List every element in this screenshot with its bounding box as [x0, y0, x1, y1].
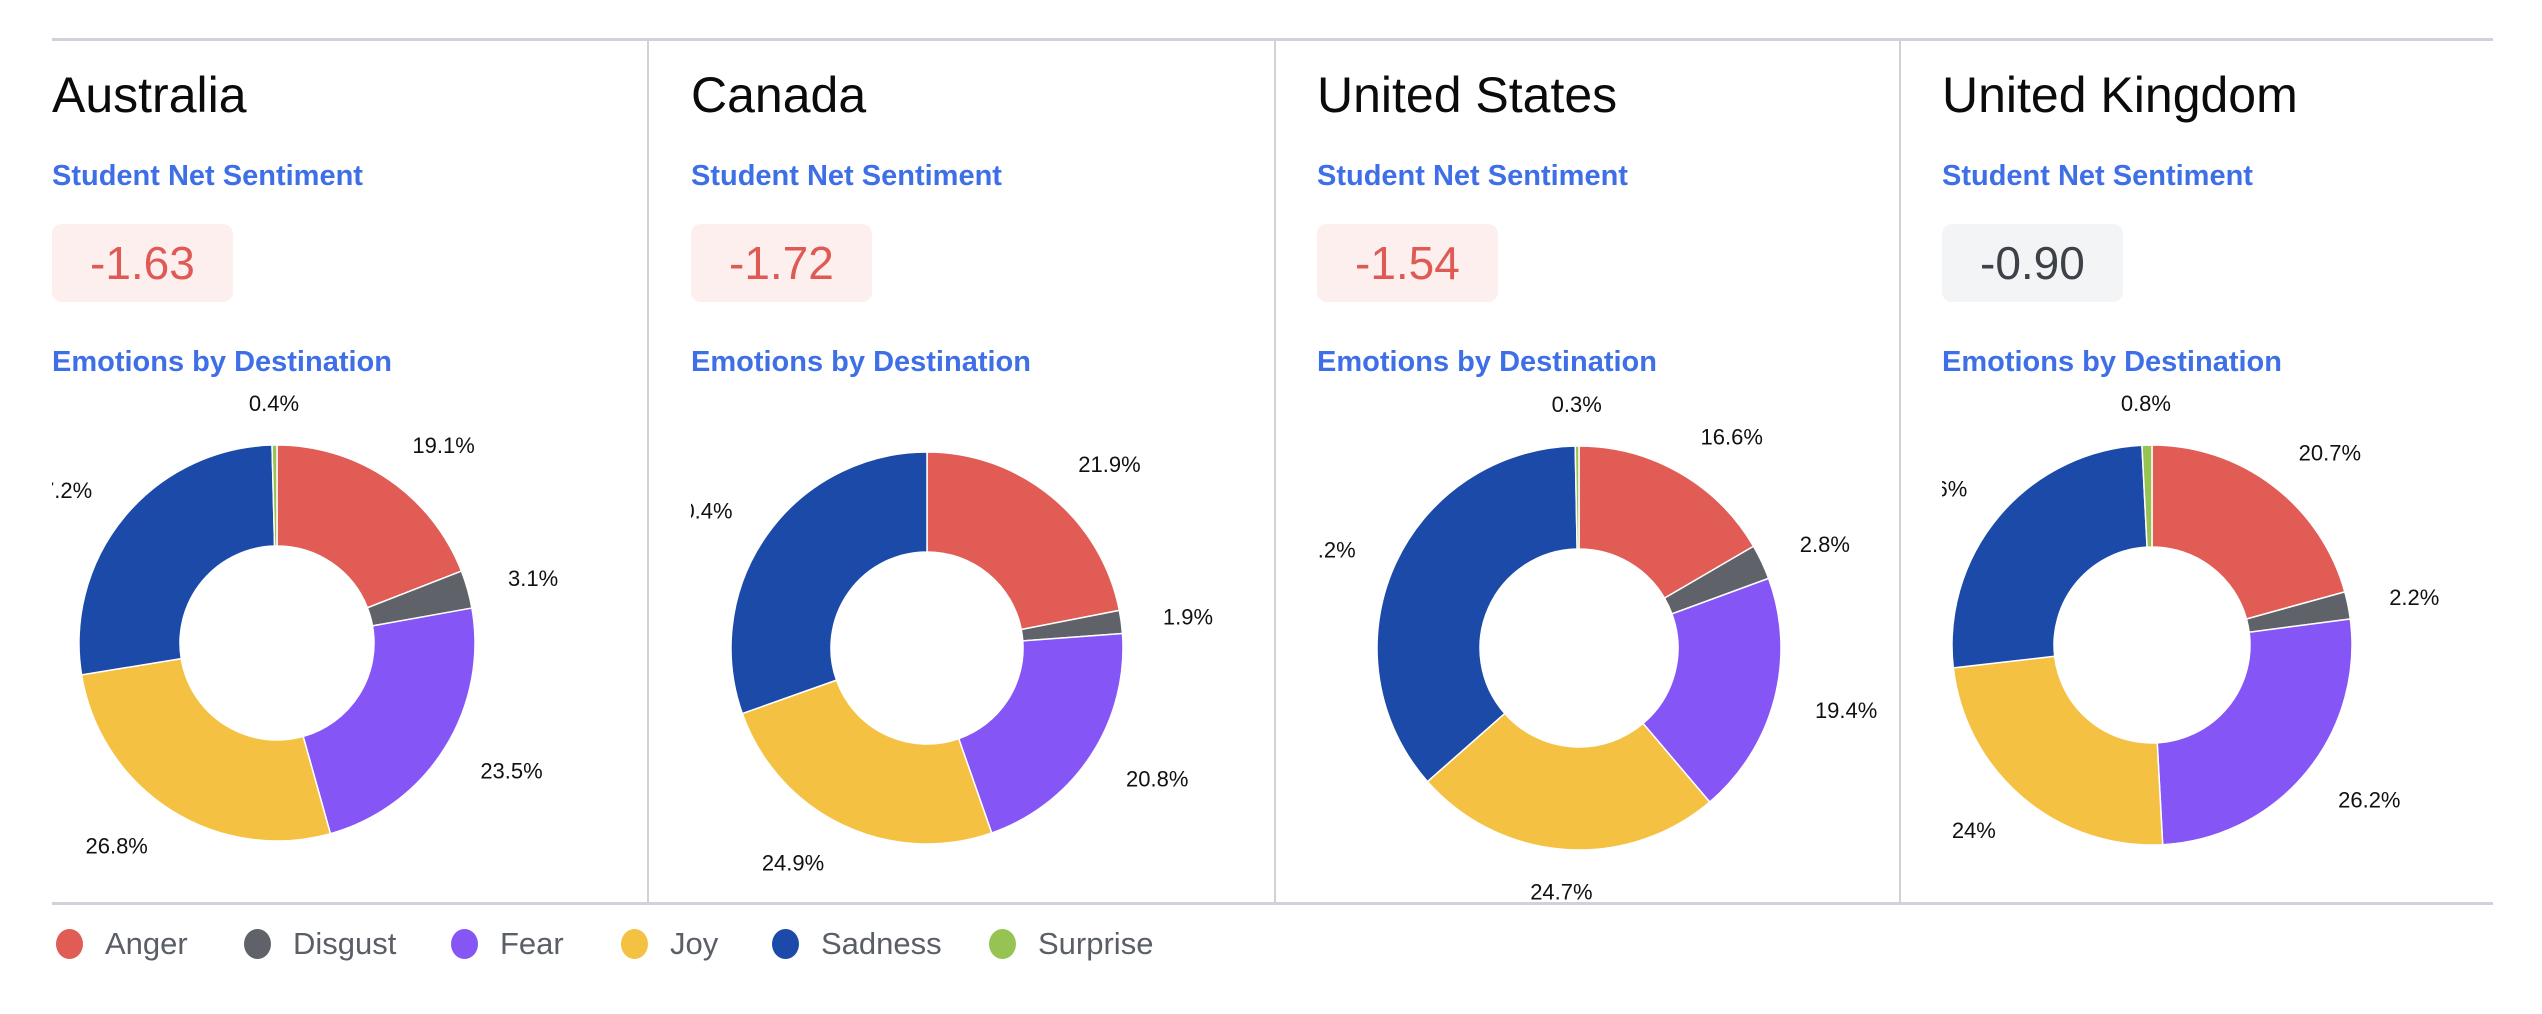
donut-slice-anger[interactable]: [926, 451, 1121, 631]
panel-australia: Australia Student Net Sentiment -1.63 Em…: [52, 40, 652, 902]
donut-slice-fear[interactable]: [957, 632, 1124, 834]
data-label-anger: 16.6%: [1701, 424, 1763, 449]
donut-slice-fear[interactable]: [302, 607, 476, 835]
emotions-heading: Emotions by Destination: [1317, 346, 1657, 378]
emotions-heading: Emotions by Destination: [691, 346, 1031, 378]
legend-dot: [772, 929, 799, 959]
data-label-anger: 20.7%: [2299, 440, 2361, 465]
data-label-fear: 23.5%: [480, 759, 542, 784]
legend-label: Fear: [500, 926, 564, 961]
legend-item-joy[interactable]: Joy: [621, 922, 718, 966]
donut-slice-joy[interactable]: [80, 657, 332, 842]
legend-label: Disgust: [293, 926, 397, 961]
data-label-anger: 21.9%: [1078, 452, 1140, 477]
donut-chart: 19.1% 3.1% 23.5% 26.8% 27.2% 0.4%: [52, 391, 558, 858]
sentiment-heading: Student Net Sentiment: [691, 160, 1002, 192]
data-label-sadness: 30.4%: [691, 499, 733, 524]
sentiment-score: -1.72: [691, 224, 872, 302]
emotions-heading: Emotions by Destination: [52, 346, 392, 378]
sentiment-heading: Student Net Sentiment: [1942, 160, 2253, 192]
panel-canada: Canada Student Net Sentiment -1.72 Emoti…: [691, 40, 1291, 902]
data-label-anger: 19.1%: [412, 433, 474, 458]
donut-chart: 21.9% 1.9% 20.8% 24.9% 30.4%: [691, 451, 1213, 876]
legend-label: Joy: [670, 926, 719, 961]
legend-label: Sadness: [821, 926, 942, 961]
legend-item-anger[interactable]: Anger: [56, 922, 188, 966]
legend-label: Surprise: [1038, 926, 1154, 961]
legend-dot: [621, 929, 648, 959]
sentiment-heading: Student Net Sentiment: [1317, 160, 1628, 192]
donut-slice-sadness[interactable]: [78, 444, 276, 676]
sentiment-score: -1.54: [1317, 224, 1498, 302]
data-label-surprise: 0.3%: [1552, 392, 1602, 417]
data-label-disgust: 2.8%: [1800, 532, 1850, 557]
donut-slice-fear[interactable]: [1641, 577, 1782, 804]
donut-chart: 20.7% 2.2% 26.2% 24% 26% 0.8%: [1942, 391, 2439, 846]
donut-slice-sadness[interactable]: [730, 451, 928, 715]
sentiment-score: -1.63: [52, 224, 233, 302]
column-divider: [647, 40, 649, 902]
data-label-disgust: 1.9%: [1163, 604, 1213, 629]
data-label-surprise: 0.8%: [2121, 391, 2171, 416]
legend-dot: [989, 929, 1016, 959]
donut-chart: 16.6% 2.8% 19.4% 24.7% 36.2% 0.3%: [1317, 392, 1877, 902]
data-label-disgust: 3.1%: [508, 566, 558, 591]
data-label-sadness: 26%: [1942, 477, 1967, 502]
donut-slice-fear[interactable]: [2156, 618, 2353, 846]
donut-slice-anger[interactable]: [1578, 445, 1755, 600]
legend-dot: [244, 929, 271, 959]
data-label-fear: 26.2%: [2338, 788, 2400, 813]
panel-united-kingdom: United Kingdom Student Net Sentiment -0.…: [1942, 40, 2542, 902]
legend-item-surprise[interactable]: Surprise: [989, 922, 1153, 966]
legend-label: Anger: [105, 926, 188, 961]
donut-slice-joy[interactable]: [1952, 655, 2164, 846]
donut-slice-surprise[interactable]: [271, 444, 278, 547]
legend-item-disgust[interactable]: Disgust: [244, 922, 396, 966]
data-label-joy: 24.9%: [762, 851, 824, 876]
panel-united-states: United States Student Net Sentiment -1.5…: [1317, 40, 1917, 902]
data-label-disgust: 2.2%: [2389, 585, 2439, 610]
data-label-fear: 20.8%: [1126, 766, 1188, 791]
column-divider: [1899, 40, 1901, 902]
bottom-divider: [52, 902, 2493, 905]
donut-slice-anger[interactable]: [2151, 444, 2346, 620]
legend-dot: [56, 929, 83, 959]
data-label-joy: 24.7%: [1530, 879, 1592, 902]
donut-slice-sadness[interactable]: [1376, 445, 1578, 783]
donut-slice-surprise[interactable]: [2141, 444, 2153, 548]
column-divider: [1274, 40, 1276, 902]
data-label-sadness: 36.2%: [1317, 538, 1356, 563]
top-divider: [52, 38, 2493, 41]
donut-slice-sadness[interactable]: [1951, 444, 2148, 669]
donut-slice-joy[interactable]: [741, 679, 993, 845]
country-title: Australia: [52, 67, 247, 123]
sentiment-heading: Student Net Sentiment: [52, 160, 363, 192]
data-label-surprise: 0.4%: [249, 391, 299, 416]
data-label-joy: 26.8%: [85, 833, 147, 858]
legend-item-fear[interactable]: Fear: [451, 922, 564, 966]
donut-slice-joy[interactable]: [1426, 712, 1711, 851]
country-title: United Kingdom: [1942, 67, 2298, 123]
donut-slice-anger[interactable]: [276, 444, 463, 609]
legend-item-sadness[interactable]: Sadness: [772, 922, 942, 966]
country-title: United States: [1317, 67, 1618, 123]
emotions-heading: Emotions by Destination: [1942, 346, 2282, 378]
data-label-fear: 19.4%: [1815, 698, 1877, 723]
data-label-sadness: 27.2%: [52, 478, 92, 503]
country-title: Canada: [691, 67, 867, 123]
data-label-joy: 24%: [1952, 818, 1996, 843]
donut-slice-surprise[interactable]: [1574, 445, 1580, 550]
sentiment-score: -0.90: [1942, 224, 2123, 302]
legend-dot: [451, 929, 478, 959]
